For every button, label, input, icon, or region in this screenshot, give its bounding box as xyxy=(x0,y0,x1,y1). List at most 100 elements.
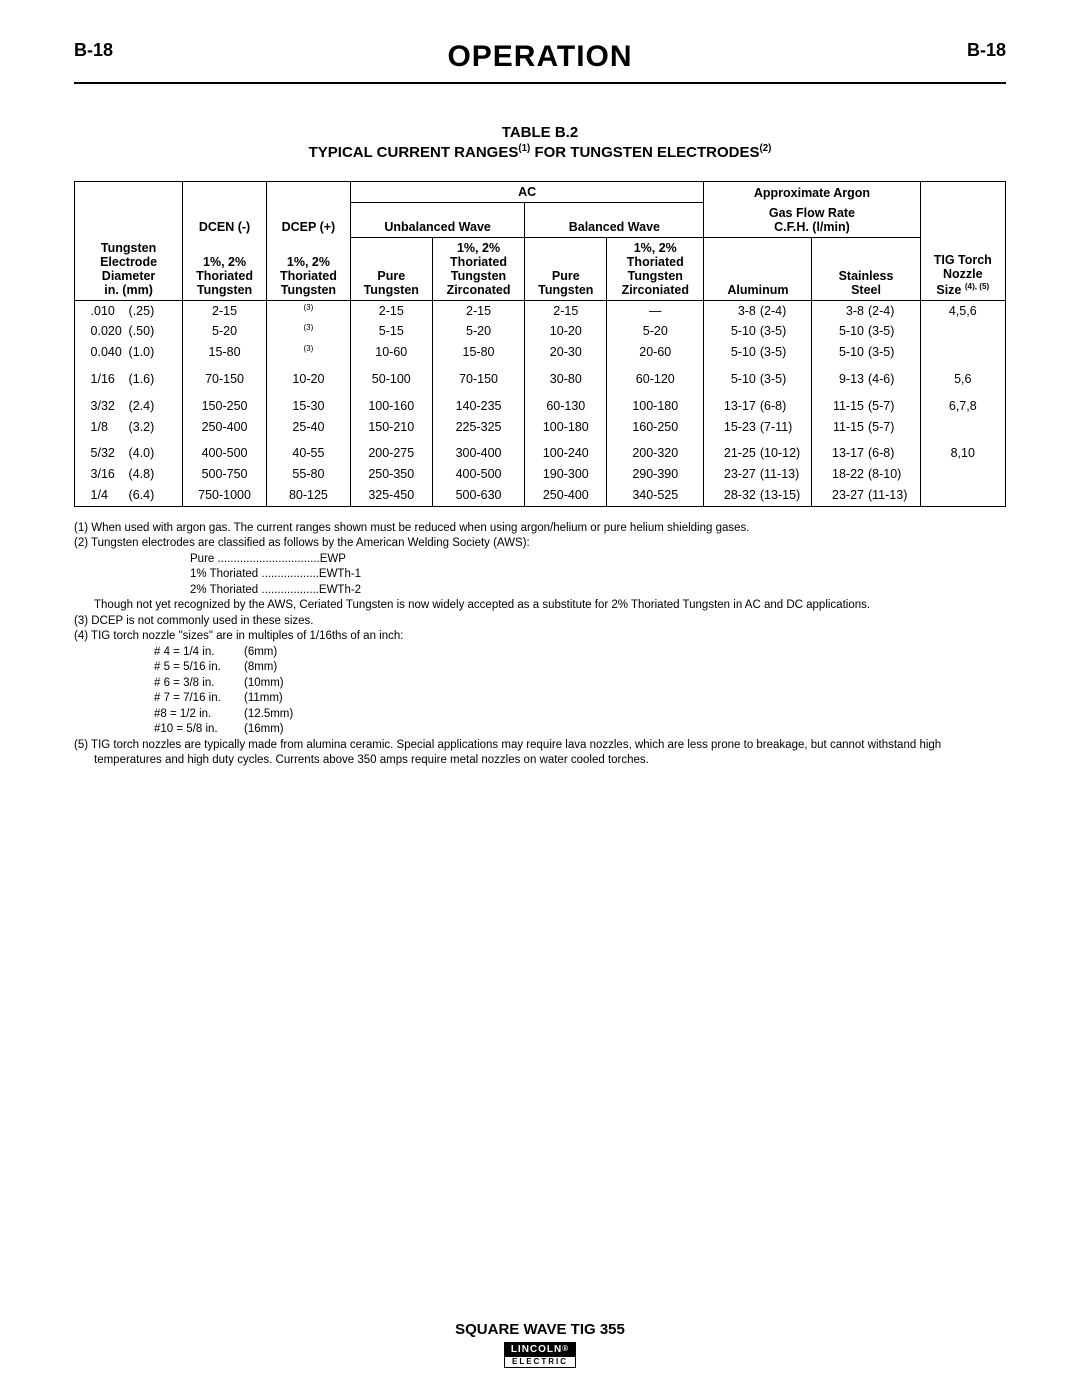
page-footer: SQUARE WAVE TIG 355 LINCOLN® ELECTRIC xyxy=(0,1321,1080,1369)
col-dcep: DCEP (+) xyxy=(266,182,350,238)
nz2: Nozzle xyxy=(943,267,983,281)
brand-bottom: ELECTRIC xyxy=(505,1357,575,1367)
data-cell: 30-80 xyxy=(525,369,607,390)
data-cell: 3-8(2-4) xyxy=(812,300,920,321)
data-cell: 325-450 xyxy=(350,485,432,506)
data-cell: 100-160 xyxy=(350,396,432,417)
data-cell: 10-20 xyxy=(266,369,350,390)
argon-l2: Gas Flow Rate xyxy=(769,206,855,220)
table-label: TABLE B.2 xyxy=(74,124,1006,141)
data-cell: 3/16(4.8) xyxy=(75,464,183,485)
table-row: 0.040(1.0)15-80(3)10-6015-8020-3020-605-… xyxy=(75,342,1006,363)
nozzle-item: # 7 = 7/16 in.(11mm) xyxy=(74,691,1006,707)
h-bal-pure: Pure Tungsten xyxy=(525,237,607,300)
data-cell: 11-15(5-7) xyxy=(812,417,920,438)
data-cell xyxy=(920,342,1005,363)
data-cell: 5,6 xyxy=(920,369,1005,390)
d2: Electrode xyxy=(100,255,157,269)
data-cell: 20-30 xyxy=(525,342,607,363)
table-title-b: FOR TUNGSTEN ELECTRODES xyxy=(530,144,759,161)
ss2: Steel xyxy=(851,283,881,297)
t2c: Tungsten xyxy=(281,283,336,297)
data-cell: 6,7,8 xyxy=(920,396,1005,417)
h-unbal-pure: Pure Tungsten xyxy=(350,237,432,300)
data-cell: 5-20 xyxy=(183,321,267,342)
section-title: OPERATION xyxy=(74,40,1006,74)
note-2b: Though not yet recognized by the AWS, Ce… xyxy=(74,598,1006,614)
uz3: Tungsten xyxy=(451,269,506,283)
data-cell: 13-17(6-8) xyxy=(812,443,920,464)
col-diameter xyxy=(75,182,183,238)
page-number-left: B-18 xyxy=(74,40,113,61)
h-dcep: 1%, 2% Thoriated Tungsten xyxy=(266,237,350,300)
note-4: (4) TIG torch nozzle "sizes" are in mult… xyxy=(74,629,1006,645)
data-cell: 200-320 xyxy=(607,443,704,464)
data-cell: 25-40 xyxy=(266,417,350,438)
data-cell: 70-150 xyxy=(432,369,525,390)
data-cell: 10-60 xyxy=(350,342,432,363)
col-argon: Approximate Argon xyxy=(704,182,920,203)
data-cell: 340-525 xyxy=(607,485,704,506)
note-5b: temperatures and high duty cycles. Curre… xyxy=(74,753,1006,769)
data-cell: 80-125 xyxy=(266,485,350,506)
ss1: Stainless xyxy=(839,269,894,283)
data-cell: 500-750 xyxy=(183,464,267,485)
table-body: .010(.25)2-15(3)2-152-152-15—3-8(2-4)3-8… xyxy=(75,300,1006,506)
uz1: 1%, 2% xyxy=(457,241,500,255)
data-cell xyxy=(920,485,1005,506)
data-cell: 200-275 xyxy=(350,443,432,464)
data-cell: 60-130 xyxy=(525,396,607,417)
data-cell: 5-10(3-5) xyxy=(812,321,920,342)
t2a: 1%, 2% xyxy=(287,255,330,269)
col-nozzle-top xyxy=(920,182,1005,238)
data-cell: 15-23(7-11) xyxy=(704,417,812,438)
product-name: SQUARE WAVE TIG 355 xyxy=(0,1321,1080,1338)
data-cell: .010(.25) xyxy=(75,300,183,321)
data-cell: 225-325 xyxy=(432,417,525,438)
bz4: Zirconiated xyxy=(622,283,689,297)
data-cell: 300-400 xyxy=(432,443,525,464)
data-cell: 5-10(3-5) xyxy=(812,342,920,363)
data-cell: 60-120 xyxy=(607,369,704,390)
data-cell: 23-27(11-13) xyxy=(704,464,812,485)
data-cell: 100-180 xyxy=(607,396,704,417)
col-argon-sub: Gas Flow Rate C.F.H. (l/min) xyxy=(704,203,920,238)
data-cell: 55-80 xyxy=(266,464,350,485)
footnotes: (1) When used with argon gas. The curren… xyxy=(74,521,1006,769)
note-5a: (5) TIG torch nozzles are typically made… xyxy=(74,738,1006,754)
nozzle-item: #8 = 1/2 in.(12.5mm) xyxy=(74,707,1006,723)
data-cell: 13-17(6-8) xyxy=(704,396,812,417)
data-cell: 400-500 xyxy=(432,464,525,485)
brand-top: LINCOLN® xyxy=(505,1343,575,1357)
nozzle-list: # 4 = 1/4 in.(6mm)# 5 = 5/16 in.(8mm)# 6… xyxy=(74,645,1006,738)
t2b: Thoriated xyxy=(280,269,337,283)
d3: Diameter xyxy=(102,269,156,283)
data-cell: 2-15 xyxy=(432,300,525,321)
data-cell: 15-80 xyxy=(432,342,525,363)
nz1: TIG Torch xyxy=(934,253,992,267)
data-cell: 150-250 xyxy=(183,396,267,417)
data-cell: 20-60 xyxy=(607,342,704,363)
data-cell: 11-15(5-7) xyxy=(812,396,920,417)
note-2: (2) Tungsten electrodes are classified a… xyxy=(74,536,1006,552)
col-unbalanced: Unbalanced Wave xyxy=(350,203,525,238)
uz4: Zirconated xyxy=(447,283,511,297)
data-cell: 5-10(3-5) xyxy=(704,369,812,390)
header-rule xyxy=(74,82,1006,84)
data-cell: 140-235 xyxy=(432,396,525,417)
classification-item: Pure ................................EWP xyxy=(74,552,1006,568)
data-cell: 15-30 xyxy=(266,396,350,417)
note-1: (1) When used with argon gas. The curren… xyxy=(74,521,1006,537)
up1: Pure xyxy=(377,269,405,283)
h-nozzle: TIG Torch Nozzle Size (4), (5) xyxy=(920,237,1005,300)
data-cell: 5/32(4.0) xyxy=(75,443,183,464)
col-ac: AC xyxy=(350,182,703,203)
data-cell: 3-8(2-4) xyxy=(704,300,812,321)
col-dcen: DCEN (-) xyxy=(183,182,267,238)
data-cell: 5-20 xyxy=(607,321,704,342)
data-cell: 250-350 xyxy=(350,464,432,485)
classification-item: 1% Thoriated ..................EWTh-1 xyxy=(74,567,1006,583)
d4: in. (mm) xyxy=(104,283,153,297)
table-row: 1/4(6.4)750-100080-125325-450500-630250-… xyxy=(75,485,1006,506)
nozzle-item: # 4 = 1/4 in.(6mm) xyxy=(74,645,1006,661)
